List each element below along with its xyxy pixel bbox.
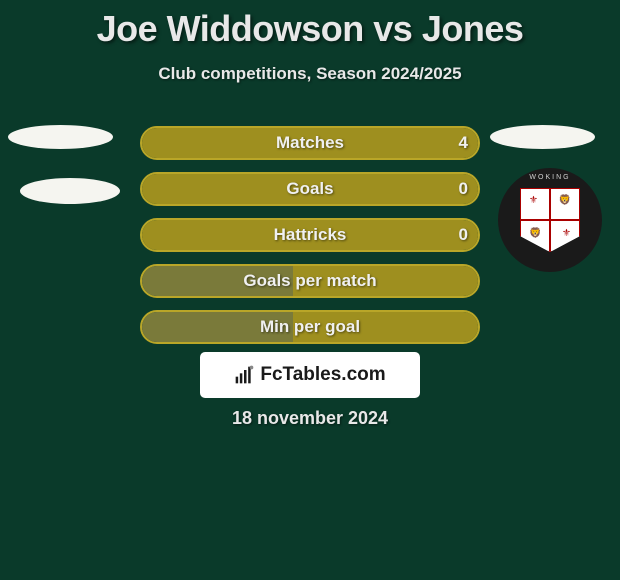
stat-row: Goals0 — [0, 172, 620, 206]
stat-label: Matches — [140, 126, 480, 160]
source-logo-text: FcTables.com — [260, 364, 385, 386]
date-text: 18 november 2024 — [0, 408, 620, 429]
stat-value-right: 0 — [459, 172, 468, 206]
source-logo: FcTables.com — [200, 352, 420, 398]
stat-label: Hattricks — [140, 218, 480, 252]
subtitle: Club competitions, Season 2024/2025 — [0, 64, 620, 84]
stats-area: Matches4Goals0Hattricks0Goals per matchM… — [0, 126, 620, 344]
stat-value-right: 0 — [459, 218, 468, 252]
stat-row: Matches4 — [0, 126, 620, 160]
stat-row: Min per goal — [0, 310, 620, 344]
stat-row: Hattricks0 — [0, 218, 620, 252]
stat-label: Min per goal — [140, 310, 480, 344]
stat-label: Goals — [140, 172, 480, 206]
stat-value-right: 4 — [459, 126, 468, 160]
page-title: Joe Widdowson vs Jones — [0, 0, 620, 50]
stat-label: Goals per match — [140, 264, 480, 298]
chart-bars-icon — [234, 365, 254, 385]
stat-row: Goals per match — [0, 264, 620, 298]
